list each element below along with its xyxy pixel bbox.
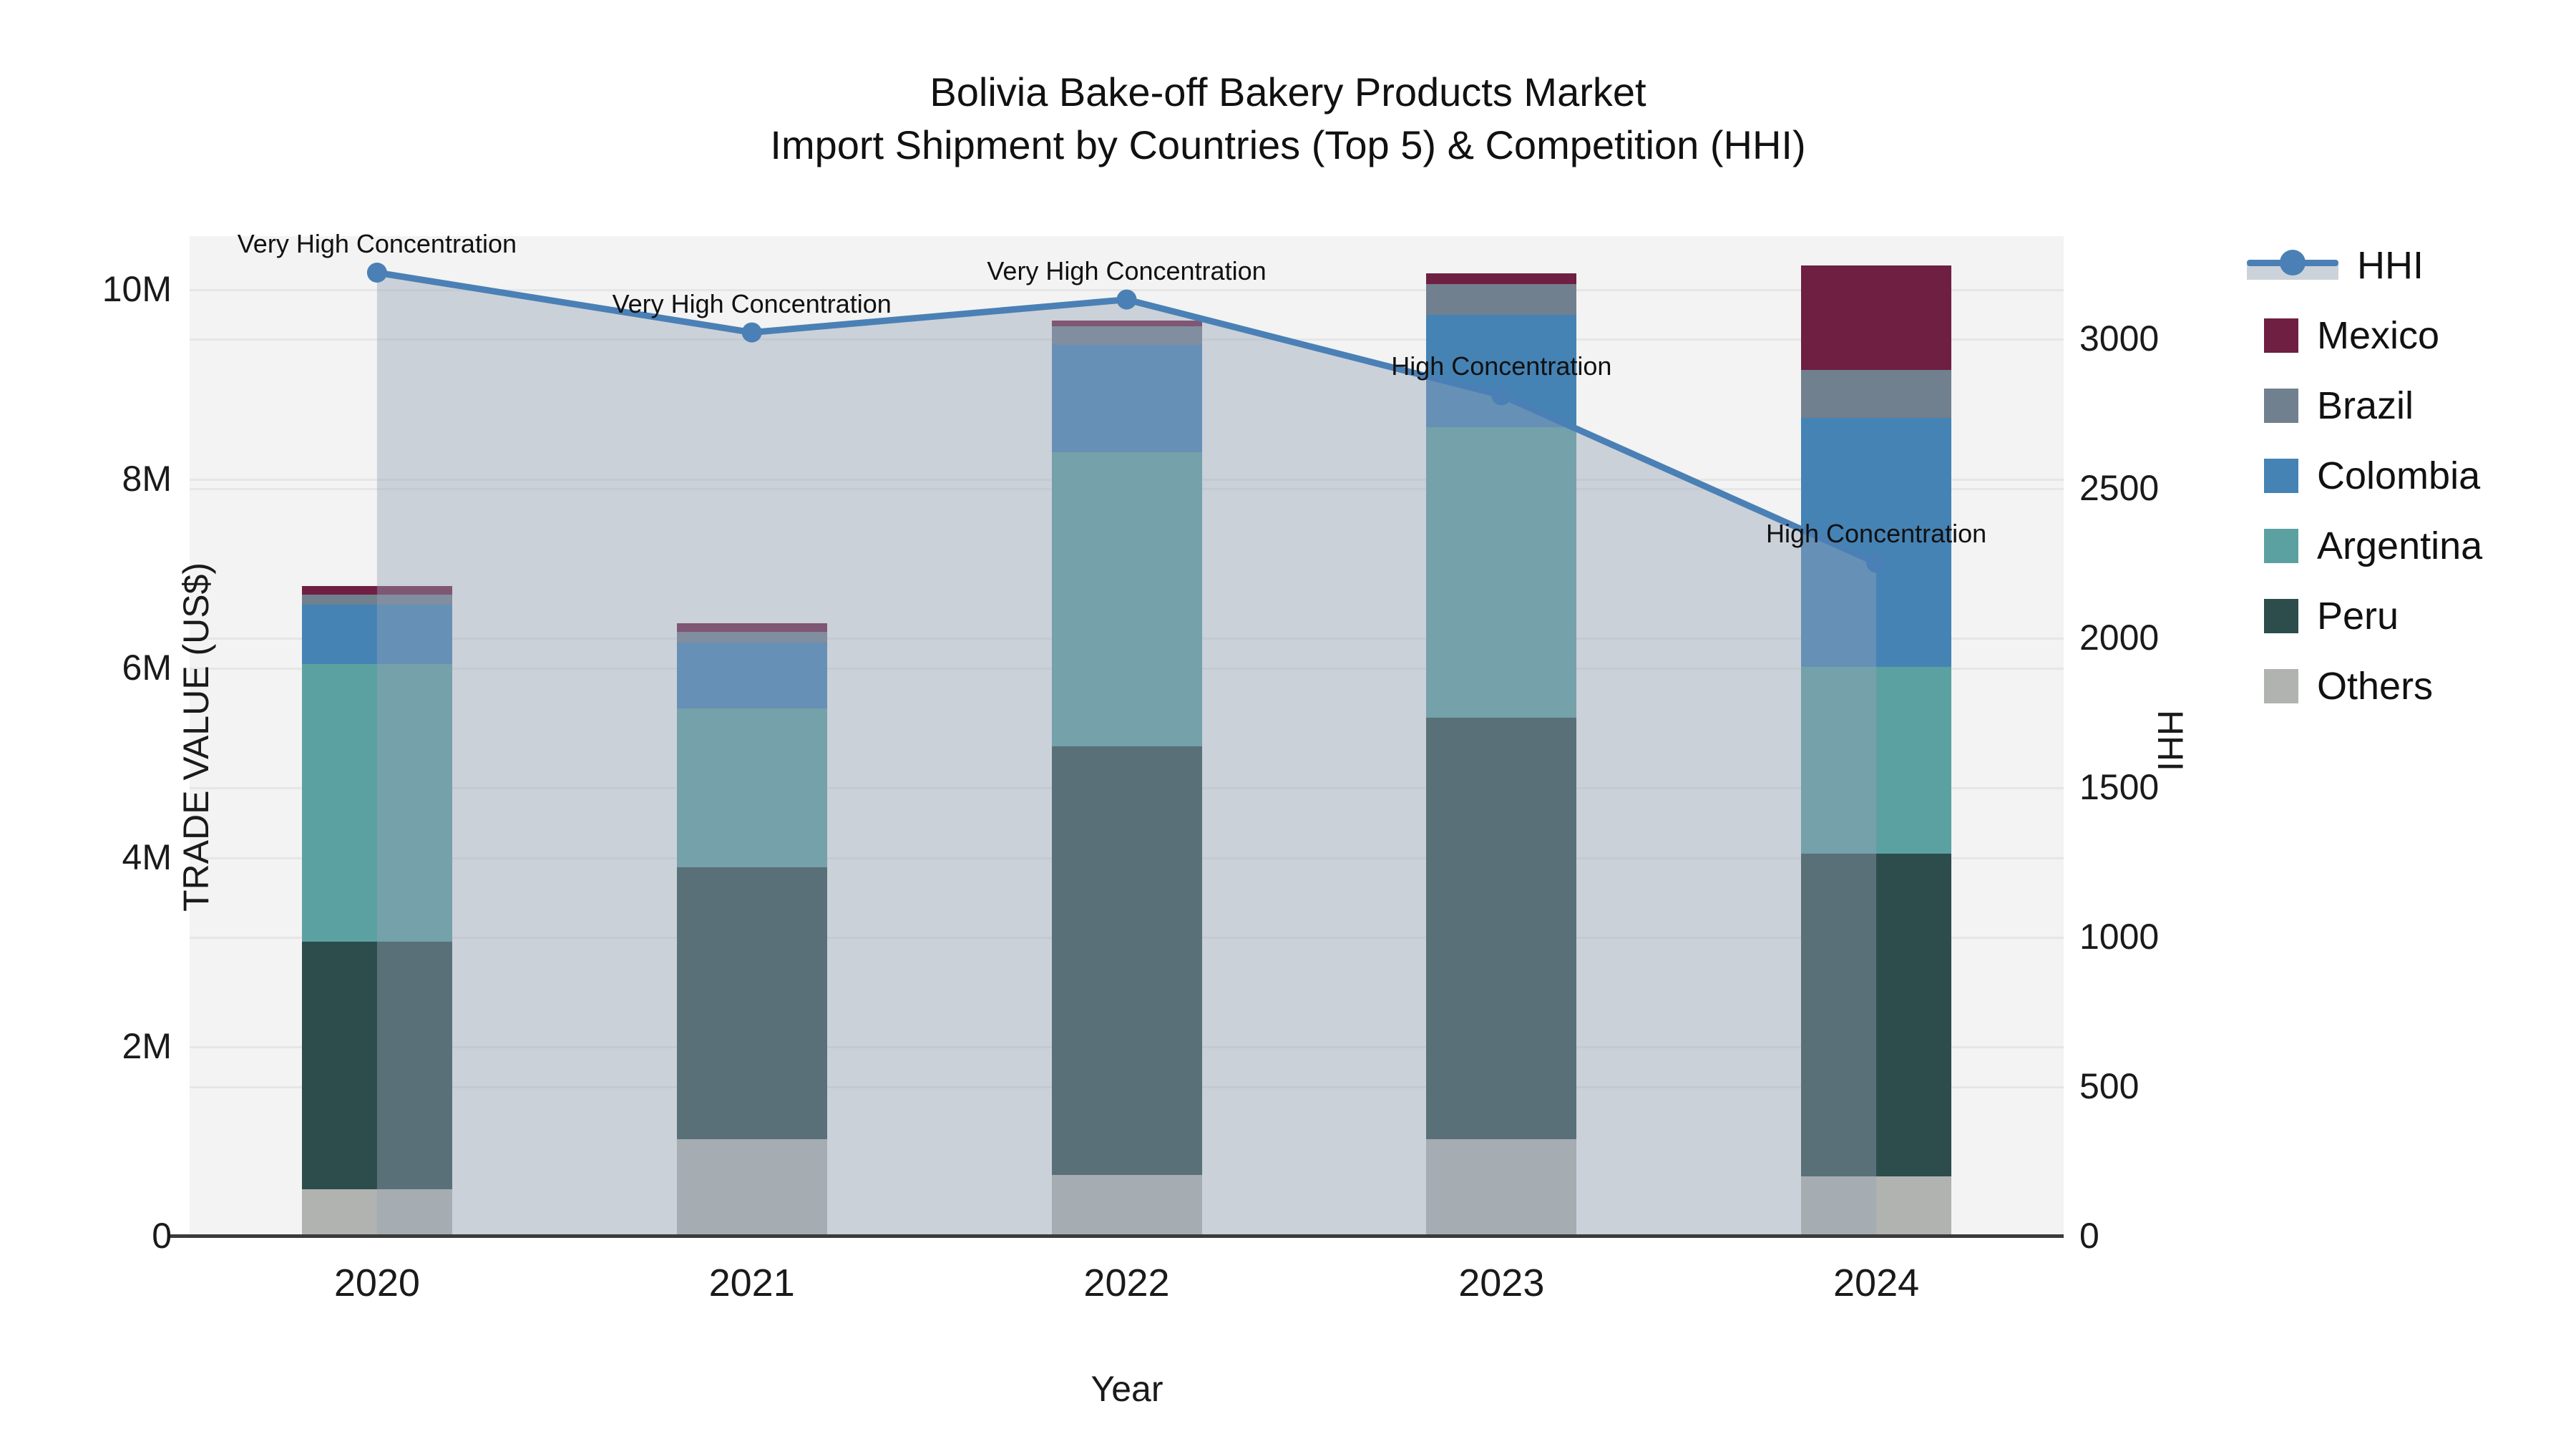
bar-segment-others-2022	[1051, 1175, 1202, 1236]
legend-item-hhi[interactable]: HHI	[2247, 230, 2482, 301]
y-axis-title-left: TRADE VALUE (US$)	[176, 562, 217, 912]
legend-label-hhi: HHI	[2357, 244, 2424, 287]
bar-segment-brazil-2021	[676, 631, 827, 643]
hhi-marker-2021	[741, 322, 762, 343]
annotation-2023: High Concentration	[1391, 351, 1612, 381]
legend-swatch-peru	[2264, 599, 2298, 633]
legend-label-mexico: Mexico	[2317, 314, 2440, 357]
bar-segment-peru-2021	[676, 867, 827, 1140]
legend-label-colombia: Colombia	[2317, 454, 2481, 497]
bar-segment-peru-2022	[1051, 746, 1202, 1176]
bar-segment-colombia-2022	[1051, 345, 1202, 452]
legend-label-peru: Peru	[2317, 595, 2399, 638]
hhi-marker-swatch	[2280, 250, 2306, 275]
plot-area	[190, 236, 2064, 1236]
bar-segment-colombia-2023	[1426, 314, 1577, 428]
bar-segment-peru-2023	[1426, 718, 1577, 1140]
stacked-bar-2022	[1051, 236, 1202, 1236]
legend-item-brazil[interactable]: Brazil	[2247, 371, 2482, 441]
x-tick-2020: 2020	[333, 1262, 420, 1304]
bar-segment-others-2024	[1801, 1176, 1952, 1236]
bar-segment-brazil-2020	[301, 595, 452, 605]
y-axis-title-right: HHI	[2150, 709, 2191, 772]
bar-segment-brazil-2023	[1426, 284, 1577, 315]
annotation-2024: High Concentration	[1766, 519, 1987, 549]
bar-segment-brazil-2024	[1801, 369, 1952, 418]
bar-segment-peru-2020	[301, 941, 452, 1190]
legend-swatch-argentina	[2264, 529, 2298, 563]
hhi-marker-2023	[1491, 385, 1512, 406]
x-tick-2022: 2022	[1083, 1262, 1170, 1304]
bar-segment-colombia-2021	[676, 642, 827, 709]
legend-item-colombia[interactable]: Colombia	[2247, 441, 2482, 511]
hhi-fill-area	[376, 272, 1877, 1236]
bar-segment-others-2023	[1426, 1139, 1577, 1236]
y-right-tick-2000: 2000	[2079, 617, 2160, 658]
legend-swatch-colombia	[2264, 459, 2298, 493]
stacked-bar-2020	[301, 236, 452, 1236]
stacked-bar-2023	[1426, 236, 1577, 1236]
stacked-bar-2024	[1801, 236, 1952, 1236]
bar-segment-mexico-2021	[676, 623, 827, 632]
stacked-bar-2021	[676, 236, 827, 1236]
bar-segment-peru-2024	[1801, 853, 1952, 1176]
legend-swatch-mexico	[2264, 318, 2298, 353]
annotation-2021: Very High Concentration	[612, 288, 892, 318]
hhi-marker-2020	[366, 262, 387, 283]
hhi-line-legend-symbol	[2247, 248, 2338, 283]
legend-swatch-brazil	[2264, 389, 2298, 423]
bar-segment-others-2021	[676, 1139, 827, 1236]
bar-segment-mexico-2020	[301, 586, 452, 595]
bar-segment-brazil-2022	[1051, 326, 1202, 346]
bar-segment-mexico-2024	[1801, 265, 1952, 370]
x-axis-line	[168, 1234, 2064, 1238]
legend: HHI Mexico Brazil Colombia Argentina Peru Othe…	[2247, 230, 2482, 721]
y-right-tick-1000: 1000	[2079, 916, 2160, 957]
legend-swatch-others	[2264, 669, 2298, 703]
x-tick-2021: 2021	[708, 1262, 795, 1304]
bar-segment-mexico-2023	[1426, 273, 1577, 285]
hhi-marker-2024	[1866, 552, 1887, 573]
x-tick-2024: 2024	[1833, 1262, 1920, 1304]
bar-segment-argentina-2024	[1801, 666, 1952, 854]
legend-item-argentina[interactable]: Argentina	[2247, 511, 2482, 581]
y-right-tick-2500: 2500	[2079, 467, 2160, 508]
y-left-tick-0: 0	[152, 1216, 172, 1256]
hhi-marker-2022	[1116, 289, 1137, 310]
annotation-2020: Very High Concentration	[237, 228, 517, 258]
legend-label-argentina: Argentina	[2317, 525, 2483, 567]
legend-label-brazil: Brazil	[2317, 384, 2414, 427]
bar-segment-argentina-2021	[676, 708, 827, 868]
chart-title-line2: Import Shipment by Countries (Top 5) & C…	[770, 122, 1806, 167]
y-left-tick-8M: 8M	[122, 458, 172, 499]
bar-segment-argentina-2020	[301, 663, 452, 942]
chart-title-line1: Bolivia Bake-off Bakery Products Market	[930, 69, 1646, 114]
x-tick-2023: 2023	[1458, 1262, 1545, 1304]
x-axis-title: Year	[1091, 1369, 1163, 1409]
y-left-tick-4M: 4M	[122, 836, 172, 877]
y-right-tick-0: 0	[2079, 1216, 2099, 1256]
y-right-tick-1500: 1500	[2079, 766, 2160, 807]
annotation-2022: Very High Concentration	[987, 255, 1267, 286]
bar-segment-others-2020	[301, 1189, 452, 1236]
legend-item-peru[interactable]: Peru	[2247, 581, 2482, 651]
bar-segment-argentina-2023	[1426, 427, 1577, 718]
bar-segment-colombia-2020	[301, 604, 452, 664]
bar-segment-argentina-2022	[1051, 452, 1202, 747]
y-left-tick-6M: 6M	[122, 648, 172, 688]
y-right-tick-500: 500	[2079, 1065, 2140, 1106]
legend-item-others[interactable]: Others	[2247, 651, 2482, 721]
bar-segment-mexico-2022	[1051, 320, 1202, 326]
legend-item-mexico[interactable]: Mexico	[2247, 301, 2482, 371]
legend-label-others: Others	[2317, 665, 2434, 708]
y-left-tick-10M: 10M	[102, 269, 172, 310]
y-left-tick-2M: 2M	[122, 1026, 172, 1067]
y-right-tick-3000: 3000	[2079, 318, 2160, 358]
